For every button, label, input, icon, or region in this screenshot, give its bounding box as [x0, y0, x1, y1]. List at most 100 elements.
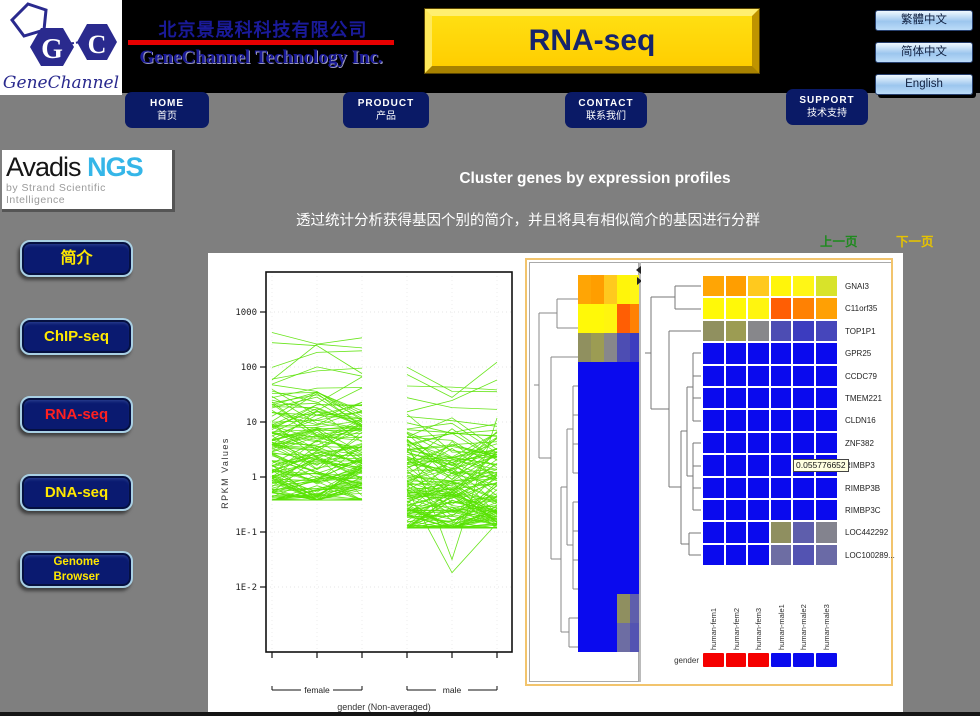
heatmap-cell-LOC100289...-human-male3[interactable] [815, 544, 837, 566]
heatmap-cell-CCDC79-human-fem3[interactable] [748, 365, 769, 386]
heatmap-cell-RIMBP3B-human-fem2[interactable] [725, 477, 747, 498]
heatmap-cell-LOC100289...-human-fem3[interactable] [748, 544, 769, 566]
heatmap-cell-RIMBP3C-human-fem2[interactable] [725, 499, 747, 521]
heatmap-cell-ZNF382-human-male2[interactable] [793, 432, 814, 454]
heatmap-cell-RIMBP3-human-fem1[interactable] [703, 455, 724, 476]
heatmap-cell-TMEM221-human-male3[interactable] [815, 387, 837, 409]
heatmap-cell-RIMBP3C-human-fem1[interactable] [703, 499, 724, 521]
lang-button-1[interactable]: 简体中文 [875, 42, 973, 63]
heatmap-cell-LOC442292-human-male2[interactable] [793, 522, 814, 543]
heatmap-cell-RIMBP3C-human-fem3[interactable] [748, 499, 769, 521]
nav-button-home[interactable]: HOME 首页 [125, 92, 209, 128]
heatmap-cell-GPR25-human-male2[interactable] [793, 343, 814, 364]
overview-cell [578, 478, 591, 507]
heatmap-cell-RIMBP3-human-fem3[interactable] [748, 455, 769, 476]
heatmap-cell-TMEM221-human-male2[interactable] [793, 387, 814, 409]
heatmap-cell-GNAI3-human-fem3[interactable] [748, 276, 769, 297]
heatmap-cell-TOP1P1-human-fem1[interactable] [703, 320, 724, 342]
heatmap-cell-LOC100289...-human-male2[interactable] [793, 544, 814, 566]
heatmap-cell-GNAI3-human-fem2[interactable] [725, 276, 747, 297]
heatmap-cell-LOC100289...-human-fem1[interactable] [703, 544, 724, 566]
expression-heatmap-grid[interactable] [703, 276, 837, 566]
collapse-left-icon[interactable] [636, 266, 641, 274]
heatmap-cell-CCDC79-human-male2[interactable] [793, 365, 814, 386]
next-page-link[interactable]: 下一页 [896, 235, 934, 249]
heatmap-cell-GNAI3-human-fem1[interactable] [703, 276, 724, 297]
heatmap-cell-C11orf35-human-fem2[interactable] [725, 298, 747, 319]
heatmap-cell-TOP1P1-human-male2[interactable] [793, 320, 814, 342]
heatmap-cell-CCDC79-human-male1[interactable] [770, 365, 792, 386]
heatmap-cell-RIMBP3B-human-male1[interactable] [770, 477, 792, 498]
heatmap-cell-CCDC79-human-fem2[interactable] [725, 365, 747, 386]
heatmap-cell-RIMBP3B-human-male2[interactable] [793, 477, 814, 498]
red-divider-bar [128, 40, 394, 45]
sidebar-item-简介[interactable]: 简介 [20, 240, 133, 277]
prev-page-link[interactable]: 上一页 [820, 235, 858, 249]
heatmap-cell-CLDN16-human-fem2[interactable] [725, 410, 747, 431]
heatmap-cell-RIMBP3C-human-male1[interactable] [770, 499, 792, 521]
heatmap-cell-TMEM221-human-male1[interactable] [770, 387, 792, 409]
heatmap-cell-CLDN16-human-fem1[interactable] [703, 410, 724, 431]
heatmap-cell-C11orf35-human-fem3[interactable] [748, 298, 769, 319]
heatmap-cell-C11orf35-human-fem1[interactable] [703, 298, 724, 319]
heatmap-cell-RIMBP3C-human-male3[interactable] [815, 499, 837, 521]
heatmap-cell-CLDN16-human-male3[interactable] [815, 410, 837, 431]
heatmap-cell-RIMBP3B-human-fem1[interactable] [703, 477, 724, 498]
heatmap-cell-GNAI3-human-male1[interactable] [770, 276, 792, 297]
heatmap-cell-RIMBP3-human-fem2[interactable] [725, 455, 747, 476]
heatmap-cell-LOC442292-human-male3[interactable] [815, 522, 837, 543]
heatmap-cell-LOC442292-human-fem1[interactable] [703, 522, 724, 543]
heatmap-cell-TOP1P1-human-male3[interactable] [815, 320, 837, 342]
gene-label-LOC100289...: LOC100289... [845, 550, 895, 560]
heatmap-cell-RIMBP3C-human-male2[interactable] [793, 499, 814, 521]
heatmap-cell-ZNF382-human-fem3[interactable] [748, 432, 769, 454]
heatmap-cell-RIMBP3B-human-male3[interactable] [815, 477, 837, 498]
heatmap-cell-ZNF382-human-fem1[interactable] [703, 432, 724, 454]
heatmap-cell-TMEM221-human-fem3[interactable] [748, 387, 769, 409]
heatmap-cell-ZNF382-human-male3[interactable] [815, 432, 837, 454]
heatmap-cell-ZNF382-human-fem2[interactable] [725, 432, 747, 454]
heatmap-cell-LOC100289...-human-fem2[interactable] [725, 544, 747, 566]
heatmap-cell-LOC442292-human-male1[interactable] [770, 522, 792, 543]
pane-splitter[interactable] [639, 262, 641, 682]
lang-button-2[interactable]: English [875, 74, 973, 95]
heatmap-cell-TOP1P1-human-male1[interactable] [770, 320, 792, 342]
heatmap-cell-GPR25-human-fem1[interactable] [703, 343, 724, 364]
heatmap-cell-CCDC79-human-male3[interactable] [815, 365, 837, 386]
heatmap-cell-TMEM221-human-fem2[interactable] [725, 387, 747, 409]
heatmap-cell-CLDN16-human-male2[interactable] [793, 410, 814, 431]
heatmap-cell-LOC442292-human-fem2[interactable] [725, 522, 747, 543]
heatmap-cell-CLDN16-human-male1[interactable] [770, 410, 792, 431]
sidebar-item-genome-browser[interactable]: Genome Browser [20, 551, 133, 588]
lang-button-0[interactable]: 繁體中文 [875, 10, 973, 31]
collapse-right-icon[interactable] [637, 277, 642, 285]
heatmap-cell-LOC100289...-human-male1[interactable] [770, 544, 792, 566]
heatmap-cell-C11orf35-human-male2[interactable] [793, 298, 814, 319]
sidebar-item-chip-seq[interactable]: ChIP-seq [20, 318, 133, 355]
heatmap-cell-RIMBP3-human-male1[interactable] [770, 455, 792, 476]
heatmap-cell-CLDN16-human-fem3[interactable] [748, 410, 769, 431]
heatmap-cell-GPR25-human-fem2[interactable] [725, 343, 747, 364]
nav-button-support[interactable]: SUPPORT 技术支持 [786, 89, 868, 125]
splitter-arrows[interactable] [635, 266, 645, 288]
heatmap-cell-ZNF382-human-male1[interactable] [770, 432, 792, 454]
heatmap-cell-C11orf35-human-male1[interactable] [770, 298, 792, 319]
heatmap-cell-C11orf35-human-male3[interactable] [815, 298, 837, 319]
overview-cell [604, 536, 617, 565]
heatmap-cell-TMEM221-human-fem1[interactable] [703, 387, 724, 409]
nav-button-product[interactable]: PRODUCT 产品 [343, 92, 429, 128]
heatmap-cell-GPR25-human-male1[interactable] [770, 343, 792, 364]
heatmap-cell-RIMBP3B-human-fem3[interactable] [748, 477, 769, 498]
sidebar-item-rna-seq[interactable]: RNA-seq [20, 396, 133, 433]
heatmap-cell-GNAI3-human-male2[interactable] [793, 276, 814, 297]
gender-cell-human-fem2 [725, 653, 747, 667]
sidebar-item-dna-seq[interactable]: DNA-seq [20, 474, 133, 511]
heatmap-cell-LOC442292-human-fem3[interactable] [748, 522, 769, 543]
nav-button-contact[interactable]: CONTACT 联系我们 [565, 92, 647, 128]
heatmap-cell-GPR25-human-fem3[interactable] [748, 343, 769, 364]
heatmap-cell-GPR25-human-male3[interactable] [815, 343, 837, 364]
heatmap-cell-GNAI3-human-male3[interactable] [815, 276, 837, 297]
heatmap-cell-TOP1P1-human-fem2[interactable] [725, 320, 747, 342]
heatmap-cell-CCDC79-human-fem1[interactable] [703, 365, 724, 386]
heatmap-cell-TOP1P1-human-fem3[interactable] [748, 320, 769, 342]
